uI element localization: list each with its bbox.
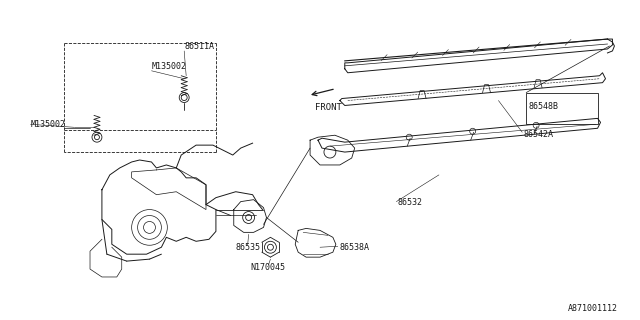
Text: A871001112: A871001112 [568,304,618,313]
Bar [526,92,598,124]
Text: 86532: 86532 [397,198,422,207]
Text: 86542A: 86542A [524,130,553,139]
Text: 86548B: 86548B [528,102,558,111]
Text: 86511A: 86511A [184,43,214,52]
Text: M135002: M135002 [152,62,186,71]
Text: M135002: M135002 [31,120,65,129]
Text: 86538A: 86538A [340,243,370,252]
Text: 86535: 86535 [236,243,260,252]
Text: FRONT: FRONT [315,103,342,112]
Text: N170045: N170045 [251,263,285,272]
